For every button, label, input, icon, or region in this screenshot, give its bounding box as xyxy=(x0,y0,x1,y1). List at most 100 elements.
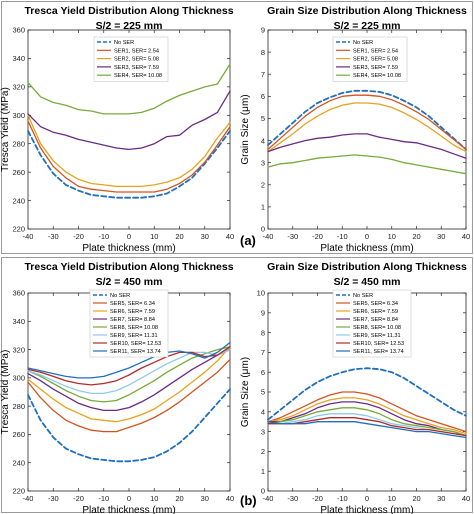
b-grain-series-line-2 xyxy=(267,397,467,435)
b-yield-xtick-label: 20 xyxy=(175,494,183,503)
b-yield-xtick-label: -40 xyxy=(23,494,34,503)
b-grain-ytick-label: 8 xyxy=(261,328,265,337)
b-grain-legend-label-5: SER9, SER= 11.31 xyxy=(353,333,401,339)
b-grain-series-line-0 xyxy=(267,367,467,421)
b-yield-series-line-2 xyxy=(27,346,231,423)
b-grain-ytick-label: 7 xyxy=(261,348,265,357)
b-grain-legend-label-3: SER7, SER= 8.84 xyxy=(353,317,398,323)
a-yield-ytick-label: 340 xyxy=(12,54,25,63)
a-grain-series-line-0 xyxy=(267,89,467,151)
a-yield-legend-label-4: SER4, SER= 10.08 xyxy=(114,73,162,79)
a-yield-ytick-label: 220 xyxy=(12,225,25,234)
b-yield-xtick-label: 40 xyxy=(226,494,234,503)
panel-a-label: (a) xyxy=(240,233,256,248)
a-grain-title: Grain Size Distribution Along Thickness xyxy=(267,5,467,17)
a-yield-xlabel: Plate thickness (mm) xyxy=(82,243,175,254)
a-grain-ytick-label: 2 xyxy=(261,180,265,189)
b-grain-xtick-label: 30 xyxy=(437,494,445,503)
b-grain-ytick-label: 4 xyxy=(261,408,265,417)
a-grain-ytick-label: 1 xyxy=(261,203,265,212)
a-grain-ytick-label: 4 xyxy=(261,136,265,145)
b-grain-series-line-3 xyxy=(267,401,467,437)
a-grain-ytick-label: 6 xyxy=(261,92,265,101)
b-yield-series-line-6 xyxy=(27,346,231,386)
b-grain-xtick-label: -10 xyxy=(337,494,348,503)
a-yield-series-line-1 xyxy=(27,120,231,193)
a-yield-ytick-label: 240 xyxy=(12,196,25,205)
b-grain-legend-label-1: SER5, SER= 6.34 xyxy=(353,301,398,307)
a-grain-legend-label-2: SER2, SER= 5.08 xyxy=(353,57,398,63)
a-yield-legend-label-0: No SER xyxy=(114,40,134,46)
b-yield-xtick-label: -10 xyxy=(98,494,109,503)
b-yield-series-line-3 xyxy=(27,348,231,412)
a-yield-title: Tresca Yield Distribution Along Thicknes… xyxy=(24,5,233,17)
a-yield-xtick-label: 40 xyxy=(226,232,234,241)
a-yield-xtick-label: 20 xyxy=(175,232,183,241)
b-yield-series-line-7 xyxy=(27,341,231,379)
a-yield-xtick-label: 10 xyxy=(150,232,158,241)
a-yield-series-line-3 xyxy=(27,90,231,151)
a-yield-series-line-0 xyxy=(27,130,231,199)
a-grain-legend-box xyxy=(332,36,408,82)
a-grain-xtick-label: 20 xyxy=(412,232,420,241)
b-yield-ytick-label: 280 xyxy=(12,402,25,411)
b-yield-xtick-label: 0 xyxy=(127,494,131,503)
a-grain-xtick-label: 10 xyxy=(388,232,396,241)
b-yield-ytick-label: 340 xyxy=(12,317,25,326)
b-yield-legend-label-1: SER5, SER= 6.34 xyxy=(110,301,155,307)
b-yield-series-line-5 xyxy=(27,348,231,395)
a-yield-ylabel: Tresca Yield (MPa) xyxy=(0,87,11,172)
b-grain-ytick-label: 3 xyxy=(261,427,265,436)
b-grain-ytick-label: 2 xyxy=(261,447,265,456)
b-yield-ylabel: Tresca Yield (MPa) xyxy=(0,350,11,435)
a-grain-xtick-label: 30 xyxy=(437,232,445,241)
a-grain-ytick-label: 8 xyxy=(261,48,265,57)
b-yield-legend-label-5: SER9, SER= 11.31 xyxy=(110,333,158,339)
b-yield-title: Tresca Yield Distribution Along Thicknes… xyxy=(24,261,233,273)
a-yield-xtick-label: -10 xyxy=(98,232,109,241)
b-grain-ytick-label: 0 xyxy=(261,487,265,496)
b-yield-ytick-label: 260 xyxy=(12,430,25,439)
b-yield-ytick-label: 220 xyxy=(12,487,25,496)
b-grain-series-line-1 xyxy=(267,391,467,433)
b-grain-ytick-label: 5 xyxy=(261,388,265,397)
b-grain-xtick-label: 40 xyxy=(462,494,470,503)
a-grain-xtick-label: 0 xyxy=(365,232,369,241)
b-grain-ytick-label: 10 xyxy=(257,289,265,298)
b-yield-subtitle: S/2 = 450 mm xyxy=(96,276,163,288)
b-grain-xtick-label: 20 xyxy=(412,494,420,503)
a-yield-xtick-label: 30 xyxy=(201,232,209,241)
b-grain-legend-label-7: SER11, SER= 13.74 xyxy=(353,349,404,355)
b-grain-xtick-label: -20 xyxy=(312,494,323,503)
a-grain-ytick-label: 9 xyxy=(261,26,265,35)
a-grain-series-line-4 xyxy=(267,154,467,175)
a-grain-legend-label-1: SER1, SER= 2.54 xyxy=(353,48,398,54)
a-grain-ytick-label: 7 xyxy=(261,70,265,79)
b-grain-subtitle: S/2 = 450 mm xyxy=(334,276,401,288)
b-grain-legend-label-2: SER6, SER= 7.59 xyxy=(353,309,398,315)
b-yield-legend-label-4: SER8, SER= 10.08 xyxy=(110,325,158,331)
panel-a-frame xyxy=(1,1,473,254)
panel-b-frame xyxy=(1,257,473,513)
b-yield-legend-label-2: SER6, SER= 7.59 xyxy=(110,309,155,315)
b-yield-ytick-label: 240 xyxy=(12,458,25,467)
a-yield-ytick-label: 260 xyxy=(12,168,25,177)
a-grain-legend-label-4: SER4, SER= 10.08 xyxy=(353,73,401,79)
b-yield-series-line-1 xyxy=(27,358,231,433)
b-yield-legend-label-3: SER7, SER= 8.84 xyxy=(110,317,155,323)
a-grain-ytick-label: 0 xyxy=(261,225,265,234)
panel-b-label: (b) xyxy=(240,493,257,508)
a-grain-xtick-label: 40 xyxy=(462,232,470,241)
b-grain-series-line-7 xyxy=(267,421,467,439)
a-grain-ytick-label: 5 xyxy=(261,114,265,123)
b-grain-xtick-label: -30 xyxy=(287,494,298,503)
a-grain-subtitle: S/2 = 225 mm xyxy=(334,20,401,32)
a-yield-ytick-label: 300 xyxy=(12,111,25,120)
a-grain-series-line-1 xyxy=(267,94,467,151)
a-yield-series-line-2 xyxy=(27,114,231,188)
a-grain-legend-label-3: SER3, SER= 7.59 xyxy=(353,65,398,71)
a-grain-xtick-label: -40 xyxy=(263,232,274,241)
a-yield-xtick-label: 0 xyxy=(127,232,131,241)
a-yield-series-line-4 xyxy=(27,63,231,115)
